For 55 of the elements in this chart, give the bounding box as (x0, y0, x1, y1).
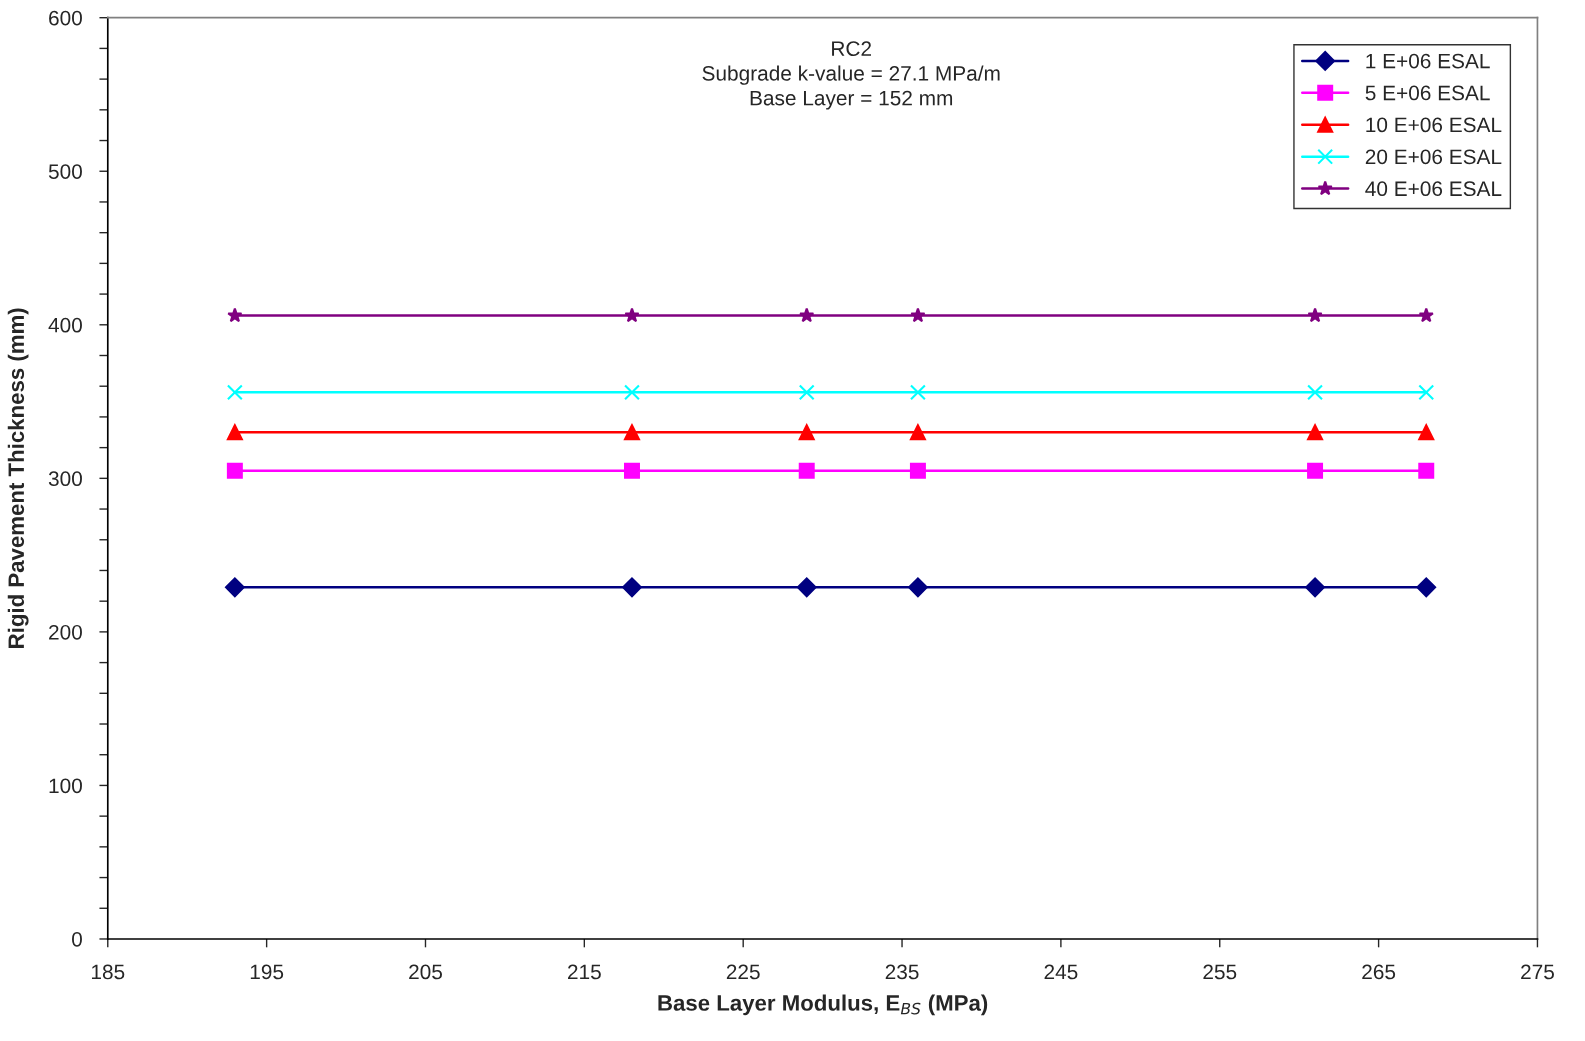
x-tick-label: 255 (1203, 964, 1237, 980)
point (227, 307, 243, 323)
point (910, 307, 926, 323)
point (796, 577, 817, 598)
x-tick-label: 215 (568, 964, 601, 980)
y-axis-title: Rigid Pavement Thickness (mm) (7, 308, 29, 648)
point (1307, 384, 1324, 401)
x-axis-title: Base Layer Modulus, E$_{BS}$ (MPa) (658, 994, 988, 1016)
y-tick-label: 600 (49, 10, 82, 26)
point (224, 577, 245, 598)
text: RC2 Subgrade k-value = 27.1 MPa/m Base Layer = 152 mm (702, 41, 1000, 110)
point (1307, 462, 1324, 479)
point (799, 307, 815, 323)
legend-label: 20 E+06 ESAL (1365, 149, 1502, 165)
legend-label: 1 E+06 ESAL (1366, 53, 1490, 69)
point (226, 424, 243, 441)
point (1307, 307, 1323, 323)
x-tick-label: 265 (1362, 964, 1396, 980)
x-tick-label: 185 (91, 964, 125, 980)
point (1416, 577, 1437, 598)
point (1418, 384, 1435, 401)
x-tick-label: 195 (250, 964, 284, 980)
x-tick-label: 235 (885, 964, 919, 980)
x-tick-label: 245 (1044, 964, 1078, 980)
point (624, 462, 640, 479)
point (908, 577, 928, 598)
point (798, 384, 815, 401)
x-tick-label: 205 (409, 964, 442, 980)
y-tick-label: 100 (49, 778, 82, 794)
y-tick-label: 300 (48, 471, 82, 487)
point (798, 462, 815, 479)
point (624, 307, 640, 323)
point (622, 577, 642, 598)
x-tick-label: 225 (726, 964, 760, 980)
point (1305, 577, 1325, 598)
y-tick-label: 0 (72, 931, 82, 947)
y-tick-label: 200 (49, 624, 82, 640)
point (624, 424, 640, 441)
point (226, 462, 243, 479)
legend-label: 5 E+06 ESAL (1365, 85, 1490, 101)
point (1418, 307, 1434, 323)
x-tick-label: 275 (1521, 964, 1554, 980)
y-tick-label: 400 (48, 317, 82, 333)
y-tick-label: 500 (48, 164, 82, 179)
point (226, 384, 243, 401)
point (624, 384, 640, 401)
legend-label: 10 E+06 ESAL (1366, 117, 1502, 133)
legend-label: 40 E+06 ESAL (1365, 181, 1502, 197)
point (1418, 462, 1435, 479)
point (909, 462, 926, 479)
point (909, 384, 926, 401)
point (798, 424, 815, 441)
point (1418, 424, 1435, 441)
point (1307, 424, 1324, 441)
point (909, 424, 926, 441)
